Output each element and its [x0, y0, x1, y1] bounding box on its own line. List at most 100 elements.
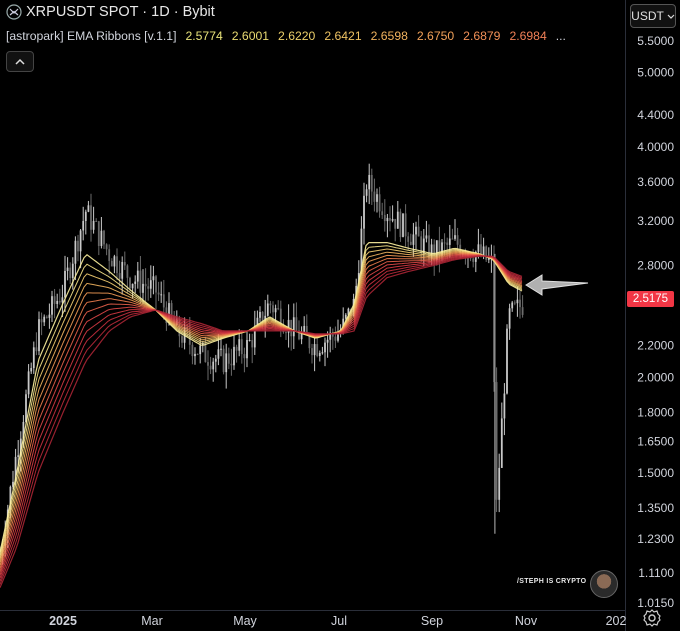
candle-body: [519, 299, 521, 308]
candle-body: [399, 211, 402, 237]
indicator-more[interactable]: ...: [555, 29, 566, 43]
collapse-legend-button[interactable]: [6, 51, 34, 72]
candle-body: [261, 311, 264, 324]
indicator-value: 2.6001: [231, 29, 270, 43]
candle-body: [136, 270, 139, 282]
gear-icon[interactable]: [642, 608, 662, 628]
candle-body: [331, 332, 334, 337]
candle-body: [131, 283, 134, 289]
y-tick-label: 2.2000: [637, 339, 674, 353]
watermark-text: /STEPH IS CRYPTO: [517, 578, 587, 585]
indicator-value: 2.5774: [185, 29, 223, 43]
candle-body: [105, 244, 108, 250]
candle-body: [321, 352, 324, 354]
candle-body: [456, 235, 459, 245]
candle-body: [25, 394, 27, 422]
candle-body: [298, 330, 300, 340]
candle-body: [248, 340, 251, 342]
candle-body: [446, 242, 449, 245]
candle-body: [443, 242, 446, 244]
candle-body: [274, 308, 277, 313]
candle-body: [253, 325, 256, 348]
candle-body: [90, 205, 92, 230]
ema-ribbon-line: [0, 255, 523, 579]
candle-body: [97, 221, 100, 246]
candle-body: [412, 234, 415, 245]
symbol-title: XRPUSDT SPOT · 1D · Bybit: [26, 4, 215, 20]
candle-body: [19, 438, 22, 456]
candle-body: [285, 332, 287, 334]
candle-body: [74, 240, 77, 264]
time-axis: 2025 Mar May Jul Sep Nov 202: [49, 614, 626, 628]
candle-body: [61, 297, 64, 303]
candle-body: [212, 361, 215, 370]
candle-body: [378, 194, 381, 212]
x-tick-label: 2025: [49, 614, 77, 628]
candle-body: [428, 235, 430, 259]
candle-body: [272, 305, 274, 313]
candle-body: [199, 345, 202, 355]
candle-body: [394, 219, 397, 229]
candle-body: [84, 211, 87, 222]
candle-body: [22, 421, 25, 439]
candle-body: [108, 249, 111, 261]
candle-body: [477, 244, 480, 252]
candle-body: [38, 319, 40, 352]
y-tick-label: 1.0150: [637, 596, 674, 610]
candle-body: [227, 353, 230, 364]
candle-body: [269, 303, 272, 306]
candle-body: [126, 265, 129, 278]
candle-body: [168, 303, 170, 324]
candle-body: [103, 230, 105, 245]
candle-body: [415, 226, 417, 235]
candle-body: [66, 267, 69, 271]
candle-body: [344, 314, 347, 319]
candle-body: [116, 256, 118, 274]
candle-body: [191, 344, 194, 357]
candle-body: [402, 213, 404, 237]
candle-body: [435, 240, 438, 261]
candle-body: [43, 316, 46, 323]
candle-body: [194, 353, 196, 357]
candle-body: [324, 342, 326, 353]
candle-body: [139, 270, 142, 293]
candle-body: [503, 393, 506, 419]
candle-body: [500, 418, 503, 468]
candle-body: [318, 352, 321, 356]
candle-body: [303, 325, 306, 333]
indicator-name[interactable]: [astropark] EMA Ribbons [v.1.1]: [6, 29, 177, 43]
candle-body: [181, 336, 183, 343]
candle-body: [77, 240, 79, 252]
candle-body: [482, 246, 485, 255]
candle-body: [396, 211, 399, 229]
candle-body: [256, 317, 259, 326]
candle-body: [17, 455, 20, 457]
candle-body: [334, 336, 337, 341]
currency-selector[interactable]: USDT: [630, 4, 676, 28]
candle-body: [438, 240, 441, 256]
ema-ribbon-line: [0, 248, 523, 559]
candle-body: [129, 277, 131, 289]
candle-body: [110, 260, 113, 267]
candle-body: [149, 280, 152, 289]
candle-body: [235, 346, 238, 351]
candle-body: [516, 299, 519, 304]
candle-body: [220, 348, 222, 350]
candle-body: [82, 221, 85, 231]
candle-body: [162, 294, 165, 308]
candle-body: [51, 296, 53, 315]
candle-body: [386, 217, 389, 222]
x-tick-label: May: [233, 614, 257, 628]
candle-body: [243, 354, 246, 359]
y-tick-label: 1.2300: [637, 532, 674, 546]
candle-body: [420, 236, 423, 254]
candle-body: [155, 276, 157, 293]
indicator-value: 2.6598: [370, 29, 408, 43]
ema-ribbon-line: [0, 252, 523, 569]
x-tick-label: Jul: [331, 614, 347, 628]
candle-body: [451, 238, 454, 240]
ema-ribbon-line: [0, 255, 523, 582]
candle-body: [422, 238, 425, 254]
candle-body: [287, 319, 290, 333]
